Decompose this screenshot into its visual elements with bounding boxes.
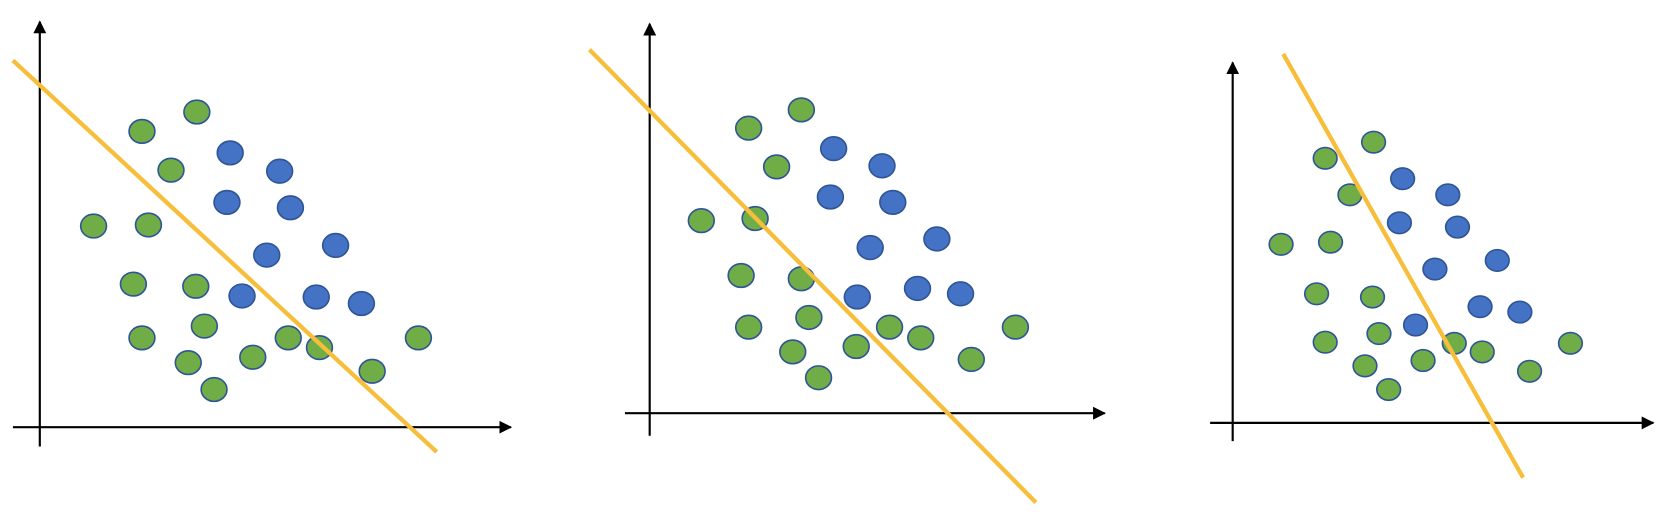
blue-dot (321, 232, 350, 259)
green-dot (182, 273, 210, 299)
blue-dot (347, 290, 376, 317)
green-dot (1359, 285, 1386, 309)
blue-dot (903, 275, 932, 302)
green-dot (795, 304, 823, 331)
blue-dot (946, 281, 975, 307)
green-dot (842, 333, 870, 360)
blue-dot (1444, 215, 1471, 239)
blue-dot (1507, 300, 1533, 324)
green-dot (404, 325, 433, 351)
green-dot (779, 339, 807, 365)
green-dot (907, 325, 935, 351)
green-dot (274, 325, 302, 351)
blue-dot (1402, 313, 1429, 337)
green-dot (727, 262, 755, 289)
separator-line (1281, 52, 1525, 479)
green-dot (239, 344, 267, 370)
separator-line (587, 48, 1038, 504)
green-dot (128, 118, 156, 145)
green-dot (128, 325, 156, 351)
green-dot (190, 313, 219, 339)
green-dot (1410, 348, 1436, 373)
green-dot (305, 334, 334, 361)
green-dot (1317, 230, 1344, 254)
green-dot (1303, 282, 1330, 306)
green-dot (1516, 359, 1543, 383)
blue-dot (1467, 295, 1493, 319)
blue-dot (265, 158, 294, 184)
green-dot (119, 271, 148, 297)
blue-dot (1422, 257, 1448, 281)
green-dot (134, 212, 163, 238)
green-dot (787, 266, 816, 292)
separator-line (11, 58, 439, 454)
green-dot (1312, 146, 1338, 170)
green-dot (1469, 340, 1495, 364)
green-dot (200, 376, 228, 403)
blue-dot (302, 284, 330, 310)
blue-dot (856, 234, 884, 261)
blue-dot (253, 242, 281, 268)
green-dot (687, 208, 716, 234)
blue-dot (879, 189, 907, 216)
green-dot (875, 314, 904, 340)
green-dot (1352, 354, 1378, 378)
green-dot (79, 213, 108, 239)
green-dot (734, 314, 763, 340)
blue-dot (923, 226, 951, 252)
green-dot (1268, 232, 1294, 256)
blue-dot (1389, 167, 1416, 191)
blue-dot (213, 189, 241, 216)
green-dot (1001, 314, 1030, 340)
green-dot (804, 365, 833, 391)
green-dot (1557, 331, 1584, 355)
green-dot (762, 154, 791, 180)
blue-dot (868, 153, 896, 179)
blue-dot (816, 184, 845, 210)
blue-dot (1484, 248, 1510, 273)
blue-dot (228, 283, 256, 309)
green-dot (734, 115, 763, 141)
green-dot (957, 346, 986, 373)
blue-dot (276, 195, 305, 221)
green-dot (1312, 330, 1338, 354)
blue-dot (1386, 211, 1413, 235)
green-dot (183, 99, 211, 125)
green-dot (1376, 377, 1402, 402)
blue-dot (819, 135, 848, 162)
blue-dot (216, 140, 244, 166)
green-dot (1366, 322, 1392, 346)
green-dot (1360, 130, 1387, 154)
green-dot (787, 97, 816, 123)
blue-dot (843, 284, 872, 310)
green-dot (358, 358, 386, 384)
blue-dot (1435, 183, 1461, 207)
green-dot (174, 350, 202, 376)
green-dot (157, 157, 185, 183)
